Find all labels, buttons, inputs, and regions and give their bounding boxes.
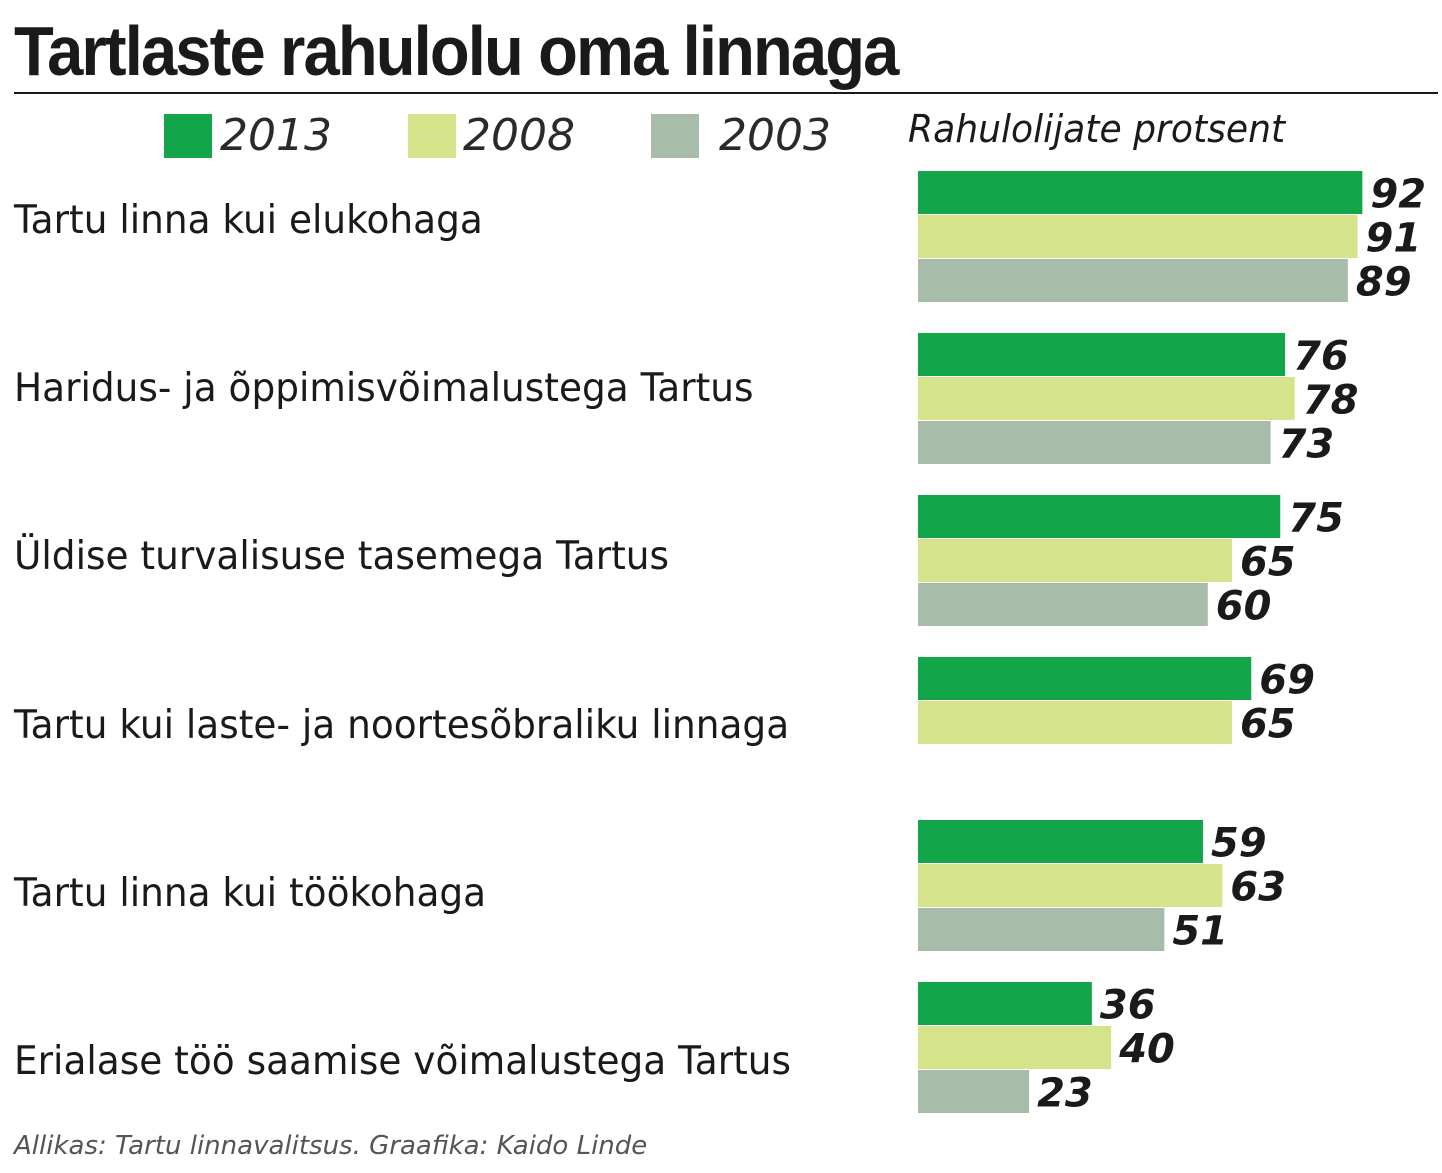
- bar-2013: [918, 171, 1363, 214]
- bar-2008: [918, 864, 1223, 907]
- data-label-2008: 40: [1118, 1027, 1175, 1073]
- category-label: Tartu linna kui töökohaga: [14, 871, 487, 916]
- data-label-2003: 51: [1172, 909, 1228, 955]
- bar-2003: [918, 583, 1208, 626]
- bar-2008: [918, 215, 1358, 258]
- data-label-2003: 60: [1216, 584, 1272, 630]
- bar-2008: [918, 539, 1232, 582]
- data-label-2013: 59: [1211, 821, 1267, 867]
- data-label-2003: 23: [1037, 1071, 1093, 1117]
- category-label: Haridus- ja õppimisvõimalustega Tartus: [14, 366, 754, 411]
- source-credit: Allikas: Tartu linnavalitsus. Graafika: …: [14, 1131, 648, 1161]
- data-label-2003: 73: [1279, 422, 1335, 468]
- bar-2013: [918, 657, 1252, 700]
- bar-2003: [918, 1070, 1030, 1113]
- category-label: Üldise turvalisuse tasemega Tartus: [14, 534, 670, 579]
- legend-swatch-2008: [408, 114, 456, 158]
- data-label-2008: 78: [1303, 378, 1359, 424]
- category-label: Tartu kui laste- ja noortesõbraliku linn…: [14, 703, 790, 748]
- data-label-2013: 92: [1370, 172, 1426, 218]
- data-label-2008: 65: [1240, 702, 1296, 748]
- bar-2013: [918, 820, 1203, 863]
- legend-label-2003: 2003: [719, 110, 831, 161]
- bar-2008: [918, 701, 1232, 744]
- title-rule: [14, 92, 1438, 94]
- data-label-2003: 89: [1356, 260, 1412, 306]
- category-label: Erialase töö saamise võimalustega Tartus: [14, 1039, 792, 1084]
- data-label-2008: 63: [1230, 865, 1286, 911]
- bar-2003: [918, 259, 1348, 302]
- data-label-2013: 76: [1293, 334, 1349, 380]
- bar-2013: [918, 333, 1286, 376]
- chart-title: Tartlaste rahulolu oma linnaga: [14, 12, 899, 90]
- category-label: Tartu linna kui elukohaga: [14, 198, 483, 243]
- bar-2003: [918, 908, 1165, 951]
- bar-2013: [918, 982, 1092, 1025]
- legend-label-2008: 2008: [463, 110, 575, 161]
- bar-2008: [918, 1026, 1112, 1069]
- value-axis-label: Rahulolijate protsent: [908, 107, 1286, 151]
- legend-swatch-2013: [164, 114, 212, 158]
- data-label-2013: 75: [1288, 496, 1344, 542]
- bar-2013: [918, 495, 1281, 538]
- data-label-2008: 91: [1366, 216, 1422, 262]
- data-label-2008: 65: [1240, 540, 1296, 586]
- bar-2008: [918, 377, 1295, 420]
- data-label-2013: 36: [1100, 983, 1156, 1029]
- data-label-2013: 69: [1259, 658, 1315, 704]
- legend-swatch-2003: [651, 114, 699, 158]
- bar-2003: [918, 421, 1271, 464]
- legend-label-2013: 2013: [220, 110, 332, 161]
